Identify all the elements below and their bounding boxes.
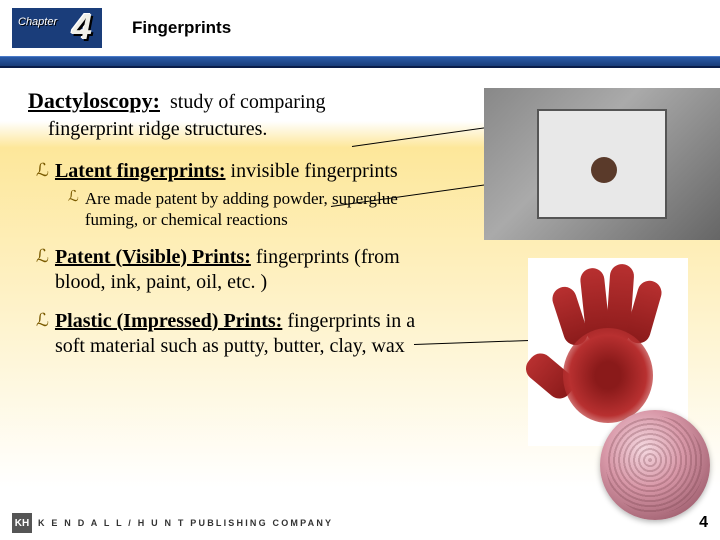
sub-bullet: ℒ Are made patent by adding powder, supe… xyxy=(68,188,436,231)
publisher-text: K E N D A L L / H U N T PUBLISHING COMPA… xyxy=(38,518,333,528)
dactyloscopy-def1: study of comparing xyxy=(170,91,326,113)
bullet-icon: ℒ xyxy=(68,188,79,208)
sub-bullet-text: Are made patent by adding powder, superg… xyxy=(85,188,436,231)
page-number: 4 xyxy=(699,514,708,532)
bullet-text: Latent fingerprints: invisible fingerpri… xyxy=(55,159,398,184)
image-plastic-print xyxy=(600,410,710,520)
slide-footer: KH K E N D A L L / H U N T PUBLISHING CO… xyxy=(12,512,708,534)
bullet-rest: invisible fingerprints xyxy=(226,160,398,182)
slide-header: Chapter 4 Fingerprints xyxy=(0,0,720,56)
bullet-icon: ℒ xyxy=(36,245,49,268)
chapter-number: 4 xyxy=(72,6,92,48)
bullet-icon: ℒ xyxy=(36,309,49,332)
publisher: KH K E N D A L L / H U N T PUBLISHING CO… xyxy=(12,513,333,533)
handprint-palm xyxy=(563,328,653,423)
header-rule xyxy=(0,56,720,68)
chapter-title: Fingerprints xyxy=(132,18,231,38)
dactyloscopy-term: Dactyloscopy: xyxy=(28,88,160,113)
bullet-term: Latent fingerprints: xyxy=(55,160,226,182)
chapter-label: Chapter xyxy=(18,16,57,28)
glass-slide xyxy=(537,109,667,219)
image-dusting-fingerprint xyxy=(484,88,720,240)
bullet-icon: ℒ xyxy=(36,159,49,182)
bullet-text: Patent (Visible) Prints: fingerprints (f… xyxy=(55,245,436,295)
bullet-plastic: ℒ Plastic (Impressed) Prints: fingerprin… xyxy=(36,309,436,359)
powder-spot xyxy=(591,157,617,183)
publisher-logo-icon: KH xyxy=(12,513,32,533)
bullet-term: Patent (Visible) Prints: xyxy=(55,246,251,268)
bullet-term: Plastic (Impressed) Prints: xyxy=(55,310,282,332)
bullet-latent: ℒ Latent fingerprints: invisible fingerp… xyxy=(36,159,436,231)
chapter-badge: Chapter 4 xyxy=(12,8,102,48)
bullet-text: Plastic (Impressed) Prints: fingerprints… xyxy=(55,309,436,359)
bullet-patent: ℒ Patent (Visible) Prints: fingerprints … xyxy=(36,245,436,295)
